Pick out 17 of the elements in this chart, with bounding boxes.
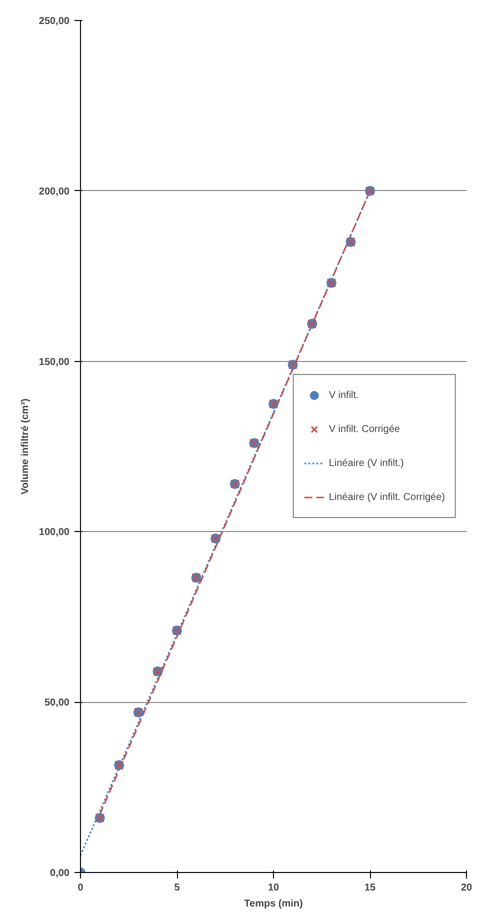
x-tick-label: 15 <box>364 882 376 894</box>
x-axis-title: Temps (min) <box>244 898 303 910</box>
y-tick-label: 200,00 <box>38 186 70 198</box>
y-tick-label: 50,00 <box>44 698 70 709</box>
y-tick-label: 0,00 <box>50 868 70 879</box>
y-axis-title: Volume infiltré (cm³) <box>20 398 31 494</box>
y-tick-label: 100,00 <box>38 527 70 538</box>
x-tick-label: 20 <box>460 882 472 894</box>
x-tick-label: 10 <box>268 882 280 894</box>
legend-label: V infilt. Corrigée <box>328 424 400 434</box>
x-tick-label: 0 <box>78 882 84 894</box>
legend-label: Linéaire (V infilt.) <box>328 458 404 468</box>
x-tick-label: 5 <box>174 882 180 894</box>
y-tick-label: 250,00 <box>38 16 70 27</box>
legend-label: Linéaire (V infilt. Corrigée) <box>328 492 445 502</box>
y-tick-label: 150,00 <box>38 356 70 368</box>
legend-label: V infilt. <box>328 390 359 400</box>
